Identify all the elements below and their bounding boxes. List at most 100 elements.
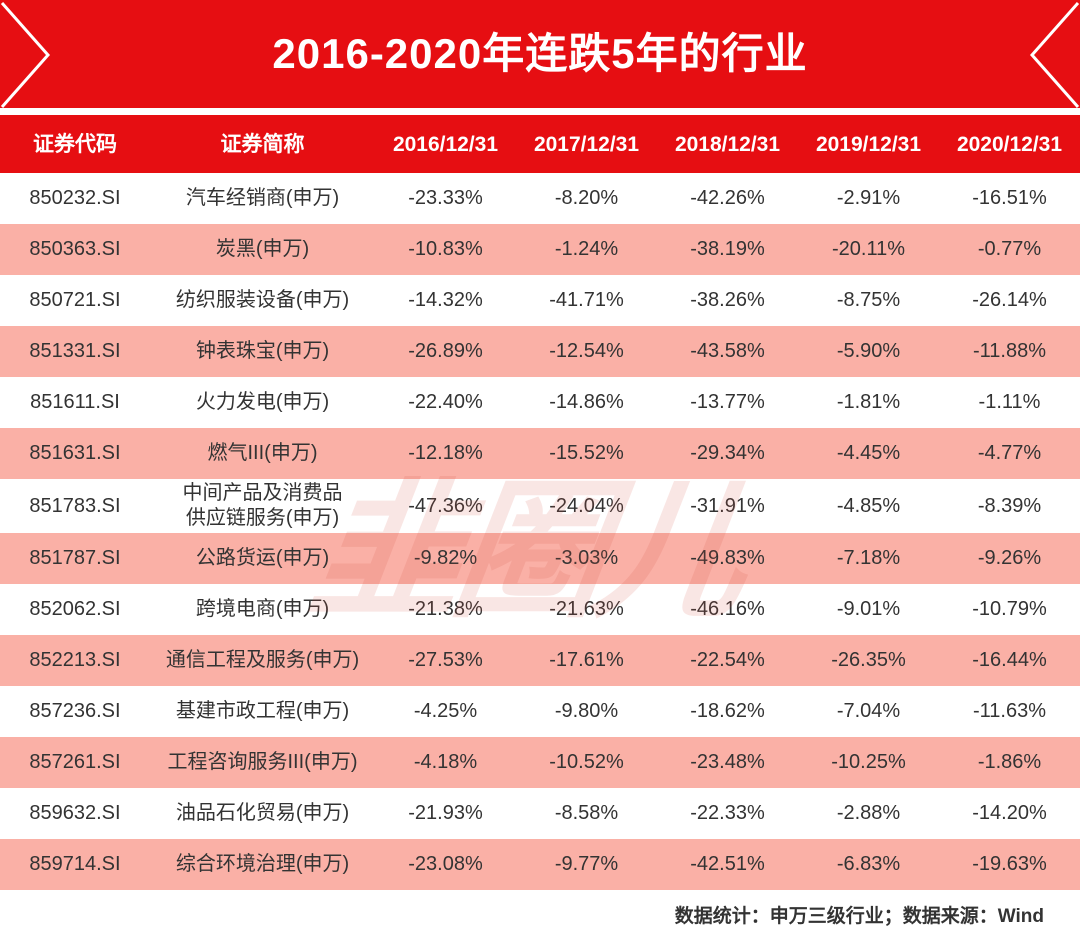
security-code: 851631.SI: [29, 442, 121, 464]
pct-value: -26.35%: [831, 649, 906, 671]
security-name: 油品石化贸易(申万): [175, 802, 350, 824]
table-body: 850232.SI 汽车经销商(申万) -23.33% -8.20% -42.26% -2…: [0, 173, 1080, 890]
pct-value: -17.61%: [549, 649, 624, 671]
pct-value: -26.89%: [408, 340, 483, 362]
pct-value: -6.83%: [836, 853, 901, 875]
pct-value: -4.18%: [413, 751, 478, 773]
pct-value: -4.25%: [413, 700, 478, 722]
table-row: 851783.SI 中间产品及消费品 供应链服务(申万) -47.36% -24.04…: [0, 479, 1080, 533]
pct-value: -22.33%: [690, 802, 765, 824]
security-name: 跨境电商(申万): [195, 598, 330, 620]
security-name: 纺织服装设备(申万): [175, 289, 350, 311]
table-row: 852213.SI 通信工程及服务(申万) -27.53% -17.61% -22.54…: [0, 635, 1080, 686]
pct-value: -23.08%: [408, 853, 483, 875]
pct-value: -4.77%: [977, 442, 1042, 464]
table-row: 850232.SI 汽车经销商(申万) -23.33% -8.20% -42.26% -2…: [0, 173, 1080, 224]
security-code: 851611.SI: [30, 391, 120, 413]
pct-value: -27.53%: [408, 649, 483, 671]
security-name: 汽车经销商(申万): [185, 187, 340, 209]
pct-value: -10.79%: [972, 598, 1047, 620]
pct-value: -24.04%: [549, 494, 624, 517]
pct-value: -1.24%: [554, 238, 619, 260]
security-code: 852213.SI: [29, 649, 121, 671]
pct-value: -0.77%: [977, 238, 1042, 260]
pct-value: -14.32%: [408, 289, 483, 311]
column-header: 2017/12/31: [533, 132, 640, 156]
table-row: 857261.SI 工程咨询服务III(申万) -4.18% -10.52% -23.4…: [0, 737, 1080, 788]
pct-value: -10.25%: [831, 751, 906, 773]
ribbon-notch-right-icon: [1029, 2, 1080, 108]
security-name: 燃气III(申万): [207, 442, 318, 464]
pct-value: -9.77%: [554, 853, 619, 875]
pct-value: -49.83%: [690, 547, 765, 569]
security-name: 工程咨询服务III(申万): [167, 751, 358, 773]
table-row: 851631.SI 燃气III(申万) -12.18% -15.52% -29.34% -…: [0, 428, 1080, 479]
page-title: 2016-2020年连跌5年的行业: [272, 30, 808, 77]
pct-value: -1.86%: [977, 751, 1042, 773]
security-code: 851783.SI: [29, 494, 121, 517]
security-code: 852062.SI: [29, 598, 121, 620]
pct-value: -8.20%: [554, 187, 619, 209]
column-header: 2018/12/31: [674, 132, 781, 156]
security-code: 850232.SI: [29, 187, 121, 209]
pct-value: -47.36%: [408, 494, 483, 517]
security-name: 基建市政工程(申万): [175, 700, 350, 722]
pct-value: -4.85%: [836, 494, 901, 517]
pct-value: -14.86%: [549, 391, 624, 413]
security-name: 火力发电(申万): [195, 391, 330, 413]
security-name: 通信工程及服务(申万): [165, 649, 360, 671]
pct-value: -12.18%: [408, 442, 483, 464]
pct-value: -41.71%: [549, 289, 624, 311]
pct-value: -46.16%: [690, 598, 765, 620]
pct-value: -23.33%: [408, 187, 483, 209]
pct-value: -43.58%: [690, 340, 765, 362]
pct-value: -22.40%: [408, 391, 483, 413]
pct-value: -18.62%: [690, 700, 765, 722]
pct-value: -42.26%: [690, 187, 765, 209]
ribbon-notch-left-icon: [0, 2, 51, 108]
pct-value: -9.80%: [554, 700, 619, 722]
column-header: 2020/12/31: [956, 132, 1063, 156]
column-header: 2019/12/31: [815, 132, 922, 156]
security-code: 857236.SI: [29, 700, 121, 722]
pct-value: -5.90%: [836, 340, 901, 362]
table-row: 850363.SI 炭黑(申万) -10.83% -1.24% -38.19% -20.1…: [0, 224, 1080, 275]
security-name: 中间产品及消费品 供应链服务(申万): [182, 482, 343, 529]
pct-value: -21.93%: [408, 802, 483, 824]
column-header: 证券简称: [220, 132, 305, 156]
pct-value: -7.18%: [836, 547, 901, 569]
security-code: 851787.SI: [29, 547, 121, 569]
security-name: 钟表珠宝(申万): [195, 340, 330, 362]
security-name: 综合环境治理(申万): [175, 853, 350, 875]
table-row: 859714.SI 综合环境治理(申万) -23.08% -9.77% -42.51% -…: [0, 839, 1080, 890]
security-code: 850721.SI: [29, 289, 121, 311]
pct-value: -3.03%: [554, 547, 619, 569]
pct-value: -11.63%: [972, 700, 1046, 722]
pct-value: -2.88%: [836, 802, 901, 824]
table-row: 851331.SI 钟表珠宝(申万) -26.89% -12.54% -43.58% -5…: [0, 326, 1080, 377]
pct-value: -20.11%: [831, 238, 905, 260]
pct-value: -23.48%: [690, 751, 765, 773]
table-footer: 数据统计：申万三级行业；数据来源：Wind: [0, 890, 1080, 939]
pct-value: -12.54%: [549, 340, 624, 362]
industry-table: 证券代码 证券简称 2016/12/31 2017/12/31 2018/12/31 20…: [0, 115, 1080, 890]
pct-value: -8.75%: [836, 289, 901, 311]
table-row: 851611.SI 火力发电(申万) -22.40% -14.86% -13.77% -1…: [0, 377, 1080, 428]
pct-value: -8.39%: [977, 494, 1042, 517]
column-header: 证券代码: [33, 132, 117, 156]
column-header: 2016/12/31: [392, 132, 499, 156]
pct-value: -1.11%: [978, 391, 1041, 413]
pct-value: -21.38%: [408, 598, 483, 620]
pct-value: -9.01%: [836, 598, 901, 620]
pct-value: -19.63%: [972, 853, 1047, 875]
pct-value: -22.54%: [690, 649, 765, 671]
table-row: 857236.SI 基建市政工程(申万) -4.25% -9.80% -18.62% -7…: [0, 686, 1080, 737]
pct-value: -26.14%: [972, 289, 1047, 311]
pct-value: -7.04%: [836, 700, 901, 722]
security-name: 炭黑(申万): [215, 238, 310, 260]
pct-value: -21.63%: [549, 598, 624, 620]
pct-value: -8.58%: [554, 802, 619, 824]
table-row: 850721.SI 纺织服装设备(申万) -14.32% -41.71% -38.26%…: [0, 275, 1080, 326]
pct-value: -9.82%: [413, 547, 478, 569]
security-code: 857261.SI: [29, 751, 121, 773]
